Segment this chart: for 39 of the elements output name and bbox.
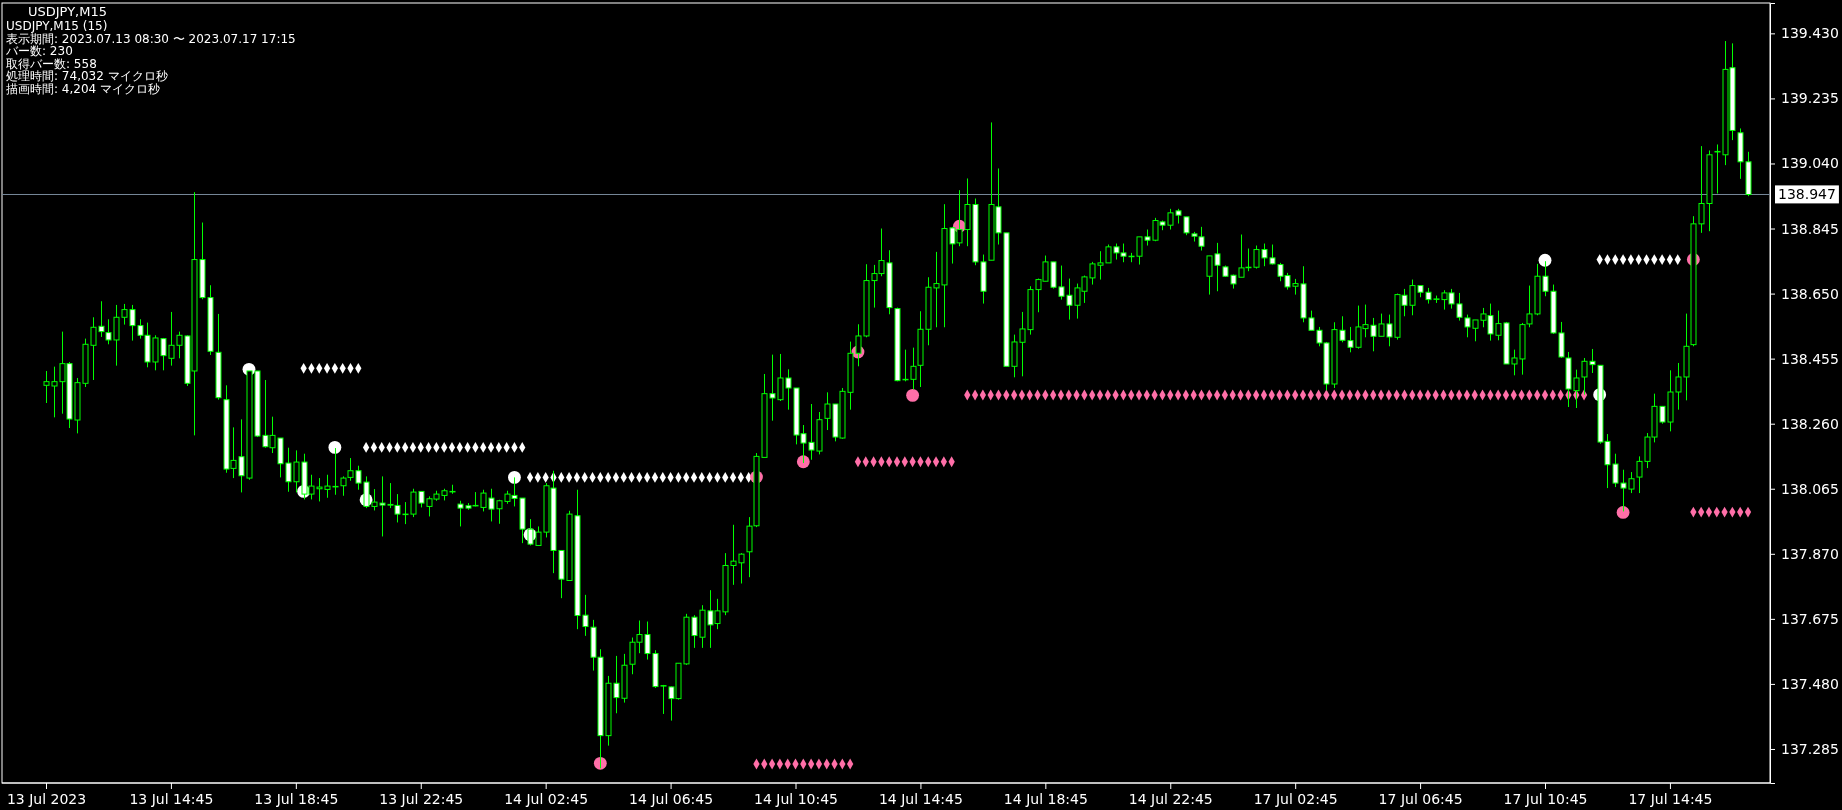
y-tick-label: 138.065 [1781, 480, 1839, 497]
y-tick-label: 138.455 [1781, 350, 1839, 367]
x-tick-label: 13 Jul 2023 [6, 790, 87, 807]
point [508, 470, 521, 484]
y-tick-label: 138.260 [1781, 415, 1839, 432]
y-tick-label: 137.285 [1781, 740, 1839, 757]
x-tick-label: 13 Jul 18:45 [254, 790, 339, 807]
x-tick-label: 17 Jul 10:45 [1503, 790, 1588, 807]
point [328, 440, 342, 454]
y-tick-label: 137.675 [1781, 610, 1839, 627]
y-tick-label: 139.430 [1781, 25, 1839, 42]
annotation: バー数: 230 [5, 44, 73, 58]
y-tick-label: 138.650 [1781, 285, 1839, 302]
x-tick-label: 14 Jul 10:45 [754, 790, 838, 807]
x-tick-label: 14 Jul 14:45 [878, 790, 963, 807]
annotation: 描画時間: 4,204 マイクロ秒 [6, 81, 161, 96]
ref-line-label: 138.947 [1778, 186, 1836, 203]
point [1616, 506, 1630, 519]
point [796, 455, 810, 469]
x-tick-label: 14 Jul 02:45 [504, 790, 589, 807]
x-tick-label: 17 Jul 14:45 [1628, 790, 1713, 807]
y-tick-label: 139.040 [1781, 155, 1839, 172]
x-tick-label: 13 Jul 22:45 [379, 790, 464, 807]
y-tick-label: 137.870 [1781, 545, 1839, 562]
x-tick-label: 13 Jul 14:45 [129, 790, 214, 807]
annotation: 処理時間: 74,032 マイクロ秒 [6, 69, 168, 83]
y-tick-label: 138.845 [1781, 220, 1839, 237]
x-tick-label: 17 Jul 02:45 [1253, 790, 1338, 807]
x-tick-label: 14 Jul 06:45 [629, 790, 714, 807]
annotation: USDJPY,M15 (15) [6, 19, 108, 33]
x-tick-label: 17 Jul 06:45 [1378, 790, 1463, 807]
x-tick-label: 14 Jul 22:45 [1128, 790, 1213, 807]
chart-title: USDJPY,M15 [28, 4, 107, 19]
x-tick-label: 14 Jul 18:45 [1003, 790, 1088, 807]
point [906, 388, 920, 402]
y-tick-label: 137.480 [1781, 675, 1839, 692]
point [1538, 253, 1552, 267]
y-tick-label: 139.235 [1781, 90, 1839, 107]
annotation: 取得バー数: 558 [6, 56, 97, 71]
